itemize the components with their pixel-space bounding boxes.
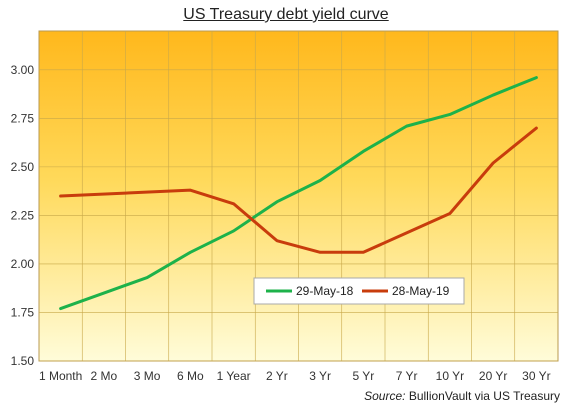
legend-label-series-1: 29-May-18: [296, 284, 354, 298]
x-tick-label: 7 Yr: [396, 369, 418, 383]
y-tick-label: 2.50: [11, 160, 35, 174]
x-tick-label: 10 Yr: [436, 369, 464, 383]
source-text: BullionVault via US Treasury: [405, 389, 560, 403]
y-tick-label: 2.00: [11, 257, 35, 271]
chart-title: US Treasury debt yield curve: [183, 6, 389, 23]
x-tick-label: 3 Yr: [309, 369, 331, 383]
y-axis-ticks: 1.50 1.75 2.00 2.25 2.50 2.75 3.00: [11, 63, 35, 368]
x-axis-ticks: 1 Month 2 Mo 3 Mo 6 Mo 1 Year 2 Yr 3 Yr 5 Yr 7 Y…: [39, 369, 551, 383]
series-line-1: [59, 76, 538, 311]
x-tick-label: 3 Mo: [134, 369, 161, 383]
x-tick-label: 1 Year: [217, 369, 251, 383]
series-line-2: [59, 126, 538, 254]
y-tick-label: 3.00: [11, 63, 35, 77]
x-tick-label: 5 Yr: [352, 369, 374, 383]
x-tick-label: 20 Yr: [479, 369, 507, 383]
x-tick-label: 2 Yr: [266, 369, 288, 383]
legend: 29-May-18 28-May-19: [253, 277, 465, 305]
grid-lines: [39, 31, 558, 362]
legend-label-series-2: 28-May-19: [392, 284, 450, 298]
y-tick-label: 1.75: [11, 305, 35, 319]
y-tick-label: 1.50: [11, 354, 35, 368]
series-lines: [59, 76, 538, 311]
y-tick-label: 2.75: [11, 111, 35, 125]
x-tick-label: 30 Yr: [522, 369, 550, 383]
source-label: Source:: [364, 389, 406, 403]
source-note: Source: BullionVault via US Treasury: [364, 389, 560, 403]
y-tick-label: 2.25: [11, 208, 35, 222]
x-tick-label: 1 Month: [39, 369, 82, 383]
x-tick-label: 6 Mo: [177, 369, 204, 383]
x-tick-label: 2 Mo: [91, 369, 118, 383]
